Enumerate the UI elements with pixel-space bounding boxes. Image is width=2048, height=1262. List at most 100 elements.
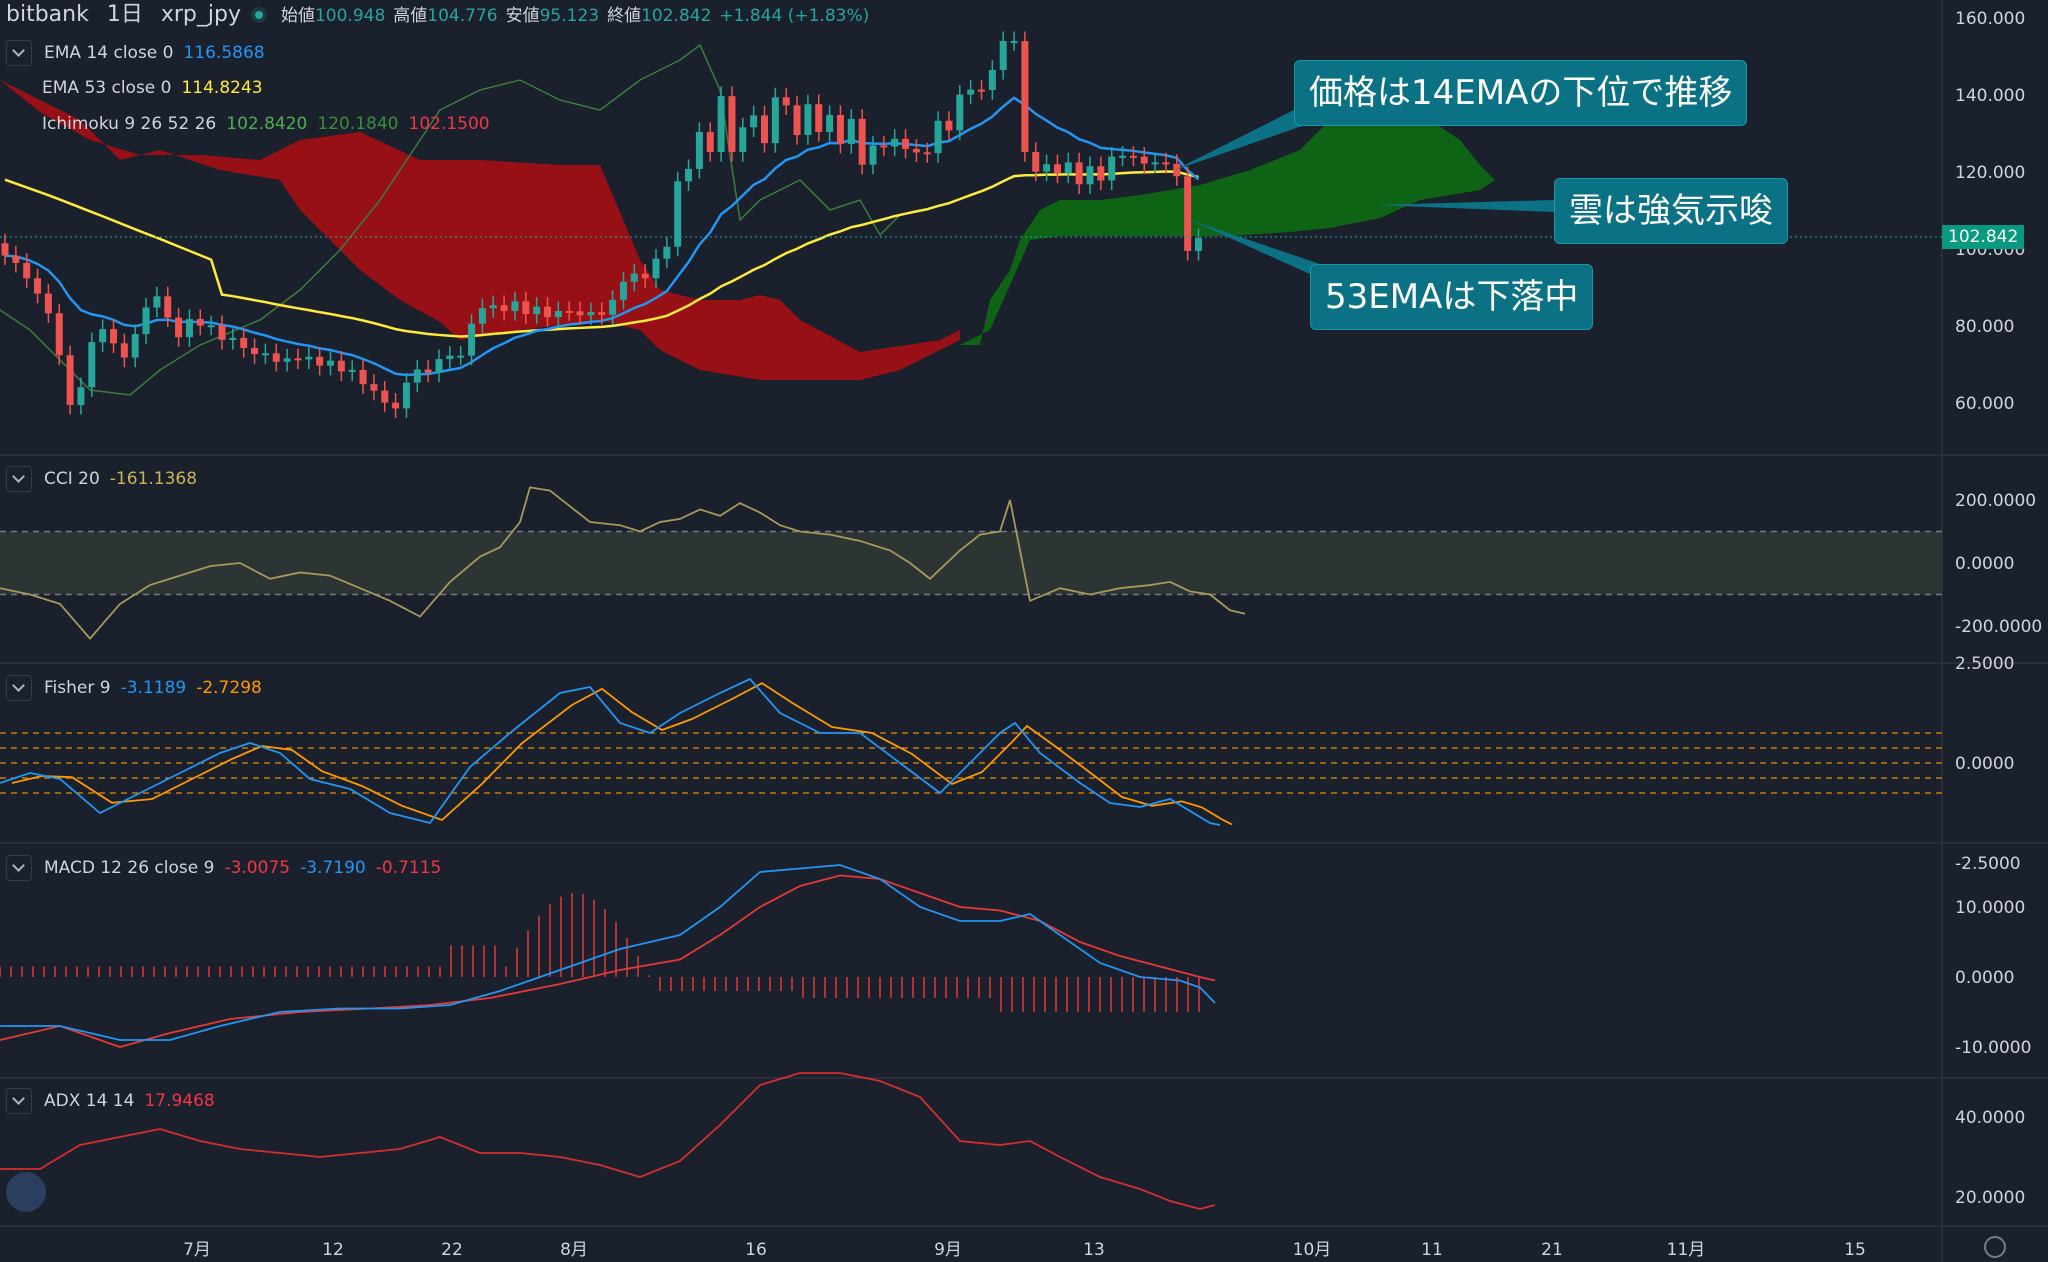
collapse-chevron-icon[interactable] [6, 1088, 32, 1114]
macd-axis-label: 10.0000 [1955, 898, 2025, 918]
candle-body [988, 69, 996, 90]
interval-label[interactable]: 1日 [106, 2, 143, 27]
candle-body [641, 273, 649, 279]
candle-body [609, 299, 617, 315]
candle-body [717, 96, 725, 152]
price-axis-label: 80.000 [1955, 317, 2014, 337]
fisher-axis-label: 2.5000 [1955, 654, 2014, 674]
collapse-chevron-icon[interactable] [6, 466, 32, 492]
legend-ichimoku[interactable]: Ichimoku 9 26 52 26 102.8420 120.1840 102.1… [42, 114, 490, 134]
candle-body [630, 273, 638, 282]
candle-body [685, 168, 693, 182]
candle-body [858, 118, 866, 165]
ichimoku-lagging-span [0, 43, 921, 396]
legend-cci[interactable]: CCI 20 -161.1368 [6, 466, 197, 492]
legend-macd[interactable]: MACD 12 26 close 9 -3.0075 -3.7190 -0.7115 [6, 855, 441, 881]
candle-body [923, 152, 931, 155]
candle-body [468, 323, 476, 356]
candle-body [66, 355, 74, 405]
candle-body [761, 115, 768, 144]
candle-body [967, 89, 975, 95]
candle-body [565, 310, 573, 313]
ohlc-values: 始値100.948 高値104.776 安値95.123 終値102.842 +1.84… [280, 6, 870, 26]
callout-ema53[interactable]: 53EMAは下落中 [1310, 264, 1594, 330]
time-axis-label: 12 [322, 1240, 344, 1260]
collapse-chevron-icon[interactable] [6, 855, 32, 881]
macd-line [0, 864, 1216, 1041]
candle-body [1032, 151, 1040, 172]
time-axis-label: 13 [1083, 1240, 1105, 1260]
symbol-header[interactable]: bitbank 1日 xrp_jpy 始値100.948 高値104.776 安値95.1… [6, 0, 877, 30]
callout-pointer [1190, 220, 1320, 274]
gear-icon[interactable] [1984, 1236, 2006, 1258]
price-axis-label: 60.000 [1955, 394, 2014, 414]
price-axis-label: 120.000 [1955, 163, 2025, 183]
time-axis-label: 7月 [183, 1240, 211, 1260]
candle-body [294, 358, 302, 361]
candle-body [34, 278, 42, 294]
candle-body [956, 94, 964, 131]
candle-body [1043, 164, 1051, 172]
legend-fisher[interactable]: Fisher 9 -3.1189 -2.7298 [6, 675, 262, 701]
fisher-axis-label: -2.5000 [1955, 854, 2021, 874]
candle-body [598, 312, 606, 315]
candle-body [44, 293, 52, 314]
candle-body [902, 138, 910, 149]
candle-body [88, 342, 96, 388]
candle-body [815, 104, 823, 132]
candle-body [1151, 162, 1159, 165]
collapse-chevron-icon[interactable] [6, 40, 32, 66]
candle-body [804, 104, 812, 136]
macd-axis-label: 0.0000 [1955, 968, 2014, 988]
candle-body [229, 337, 237, 340]
candle-body [381, 390, 389, 403]
candle-body [1162, 162, 1170, 165]
candle-body [1010, 41, 1018, 44]
candle-body [142, 307, 150, 335]
candle-body [413, 369, 421, 383]
candle-body [240, 337, 248, 348]
candle-body [1086, 166, 1094, 185]
callout-pointer [1375, 200, 1554, 212]
current-price-tag: 102.842 [1942, 225, 2025, 249]
legend-ema53[interactable]: EMA 53 close 0 114.8243 [42, 78, 263, 98]
candle-body [999, 41, 1007, 70]
collapse-chevron-icon[interactable] [6, 675, 32, 701]
market-status-icon [250, 7, 267, 23]
cci-axis-label: 0.0000 [1955, 554, 2014, 574]
candle-body [1119, 155, 1127, 158]
candle-body [392, 402, 400, 409]
candle-body [164, 296, 172, 318]
candle-body [1140, 156, 1148, 164]
candle-body [619, 281, 627, 300]
candle-body [695, 131, 703, 169]
legend-adx[interactable]: ADX 14 14 17.9468 [6, 1088, 215, 1114]
cci-line [0, 486, 1246, 640]
candle-body [847, 118, 855, 144]
legend-ema14[interactable]: EMA 14 close 0 116.5868 [6, 40, 265, 66]
candle-body [500, 305, 508, 311]
callout-ema14[interactable]: 価格は14EMAの下位で推移 [1294, 60, 1748, 126]
fisher-line [0, 677, 1221, 826]
candle-body [826, 115, 834, 132]
candle-body [77, 387, 85, 405]
time-axis-label: 11月 [1667, 1240, 1706, 1260]
candle-body [1021, 41, 1029, 152]
callout-cloud[interactable]: 雲は強気示唆 [1554, 178, 1788, 244]
tradingview-logo-icon[interactable] [6, 1172, 46, 1212]
candle-body [218, 325, 226, 340]
candle-body [99, 329, 107, 343]
time-axis-label: 22 [441, 1240, 463, 1260]
candle-body [1097, 166, 1105, 181]
exchange-name: bitbank [6, 2, 89, 27]
symbol-name: xrp_jpy [160, 2, 241, 27]
cci-axis-label: -200.0000 [1955, 617, 2042, 637]
candle-body [348, 369, 356, 372]
candle-body [272, 353, 280, 362]
candle-body [435, 359, 443, 373]
price-axis-label: 140.000 [1955, 86, 2025, 106]
time-axis-label: 10月 [1293, 1240, 1332, 1260]
candle-body [316, 356, 324, 366]
candle-body [305, 356, 313, 360]
